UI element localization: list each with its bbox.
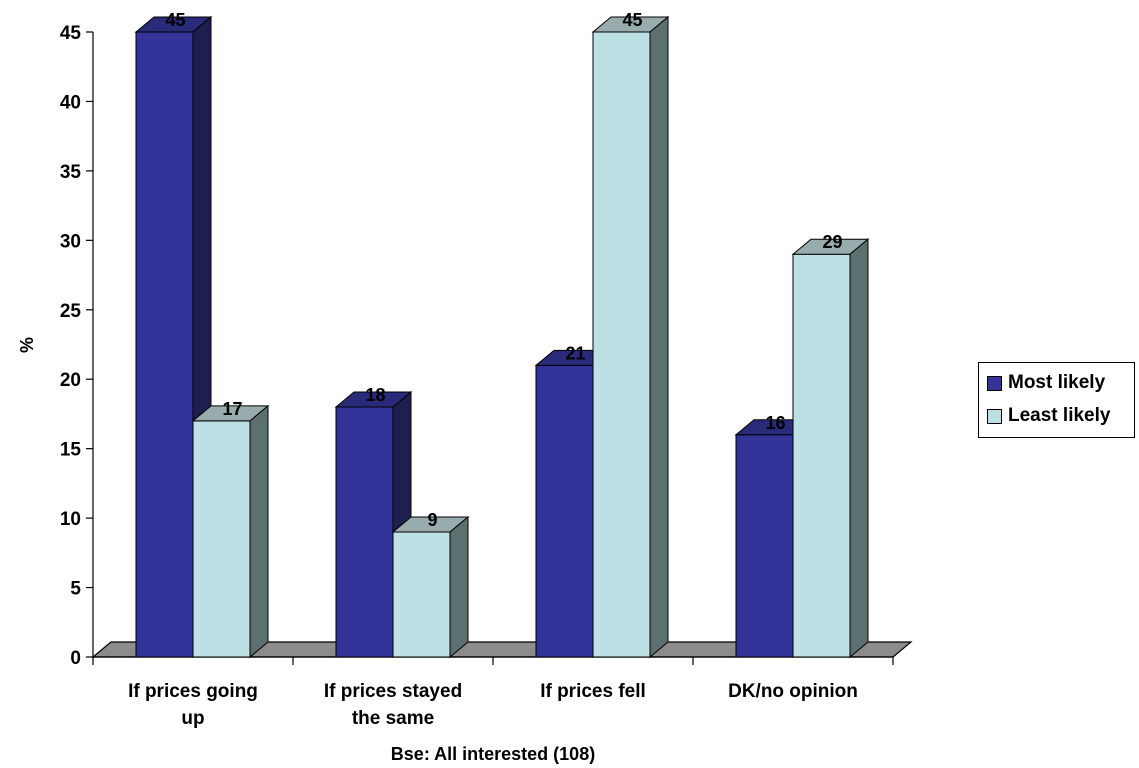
legend-label-most-likely: Most likely bbox=[1008, 372, 1106, 393]
category-label-if-prices-fell-line-1: If prices fell bbox=[540, 681, 646, 702]
bar-side-least-likely-if-prices-going-up bbox=[249, 404, 269, 659]
bar-front-most-likely-dk-no-opinion bbox=[735, 434, 794, 658]
y-tick-label-30: 30 bbox=[60, 231, 81, 252]
category-label-if-prices-going-up-line-2: up bbox=[181, 708, 204, 729]
bar-front-most-likely-if-prices-going-up bbox=[135, 31, 194, 658]
data-label-most-likely-if-prices-stayed-the-same: 18 bbox=[365, 385, 385, 405]
bar-front-least-likely-dk-no-opinion bbox=[792, 253, 851, 658]
y-tick-label-20: 20 bbox=[60, 370, 81, 391]
bar-front-most-likely-if-prices-stayed-the-same bbox=[335, 406, 394, 658]
legend-item-least-likely: Least likely bbox=[987, 405, 1110, 427]
x-axis-title: Bse: All interested (108) bbox=[391, 744, 595, 764]
bar-side-least-likely-dk-no-opinion bbox=[849, 238, 869, 659]
y-tick-label-25: 25 bbox=[60, 301, 82, 322]
category-label-if-prices-going-up-line-1: If prices going bbox=[128, 681, 258, 702]
bar-least-likely-if-prices-going-up bbox=[191, 404, 270, 659]
y-tick-label-15: 15 bbox=[60, 440, 82, 461]
y-tick-label-5: 5 bbox=[70, 579, 81, 600]
bar-least-likely-dk-no-opinion bbox=[791, 238, 870, 659]
data-label-least-likely-if-prices-fell: 45 bbox=[622, 10, 642, 30]
y-tick-label-10: 10 bbox=[60, 509, 81, 530]
y-axis-title: % bbox=[17, 337, 37, 353]
legend-swatch-most-likely bbox=[987, 375, 1002, 391]
data-label-most-likely-if-prices-fell: 21 bbox=[565, 343, 585, 363]
legend-swatch-least-likely bbox=[987, 408, 1002, 424]
legend: Most likely Least likely bbox=[978, 362, 1135, 438]
y-tick-label-40: 40 bbox=[60, 92, 81, 113]
y-tick-label-45: 45 bbox=[60, 23, 82, 44]
bar-least-likely-if-prices-fell bbox=[591, 15, 670, 659]
category-label-dk-no-opinion-line-1: DK/no opinion bbox=[728, 681, 858, 702]
bar-front-least-likely-if-prices-going-up bbox=[192, 420, 251, 658]
y-tick-label-0: 0 bbox=[70, 648, 81, 669]
bar-front-least-likely-if-prices-stayed-the-same bbox=[392, 531, 451, 658]
bar-least-likely-if-prices-stayed-the-same bbox=[391, 515, 470, 659]
data-label-most-likely-dk-no-opinion: 16 bbox=[765, 413, 785, 433]
bar-side-least-likely-if-prices-fell bbox=[649, 15, 669, 659]
legend-item-most-likely: Most likely bbox=[987, 372, 1105, 394]
category-label-if-prices-stayed-the-same-line-1: If prices stayed bbox=[324, 681, 462, 702]
bar-most-likely-if-prices-going-up bbox=[134, 15, 213, 659]
bar-front-most-likely-if-prices-fell bbox=[535, 364, 594, 658]
bar-front-least-likely-if-prices-fell bbox=[592, 31, 651, 658]
data-label-most-likely-if-prices-going-up: 45 bbox=[165, 10, 185, 30]
category-label-if-prices-stayed-the-same-line-2: the same bbox=[352, 708, 434, 729]
data-label-least-likely-dk-no-opinion: 29 bbox=[822, 232, 842, 252]
data-label-least-likely-if-prices-stayed-the-same: 9 bbox=[427, 510, 437, 530]
data-label-least-likely-if-prices-going-up: 17 bbox=[222, 399, 242, 419]
bar-side-least-likely-if-prices-stayed-the-same bbox=[449, 515, 469, 659]
legend-label-least-likely: Least likely bbox=[1008, 405, 1111, 426]
y-tick-label-35: 35 bbox=[60, 162, 82, 183]
